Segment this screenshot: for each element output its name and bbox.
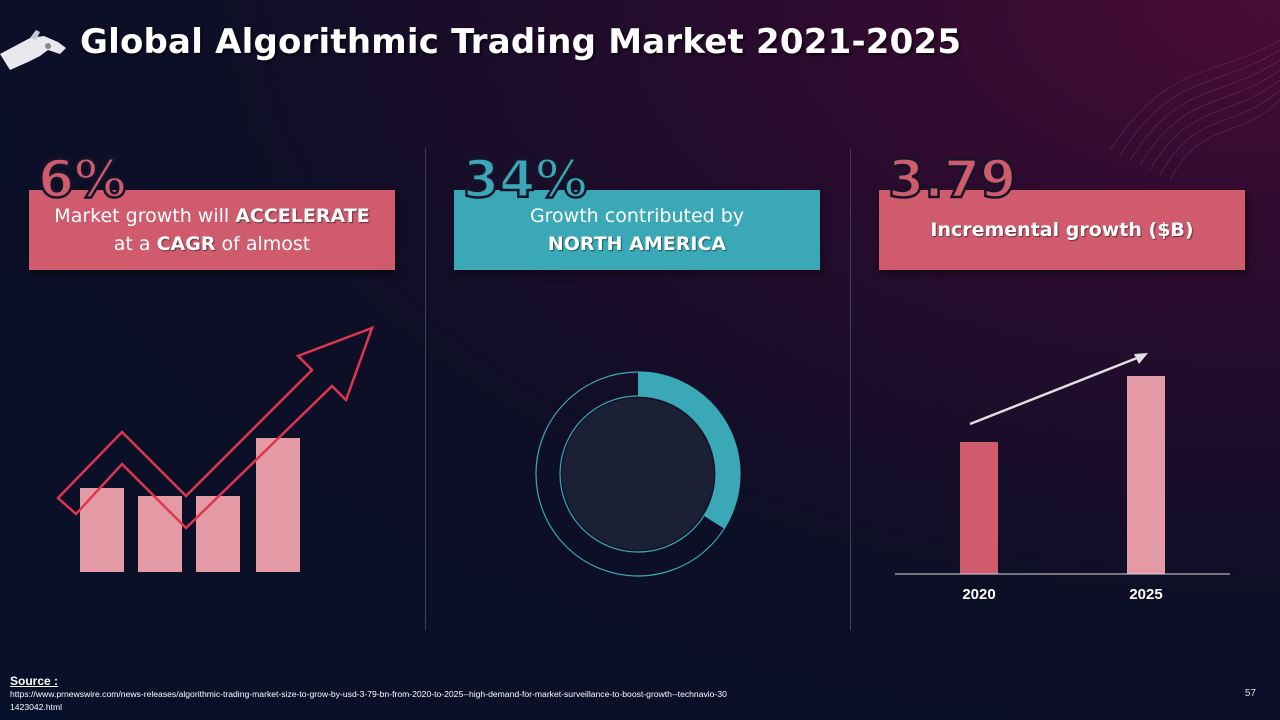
- x-tick-label-2025: 2025: [1129, 586, 1163, 603]
- panel3-card: Incremental growth ($B): [879, 190, 1245, 270]
- panel1-card: Market growth will ACCELERATE at a CAGR …: [29, 190, 395, 270]
- panel2-card: Growth contributed by NORTH AMERICA: [454, 190, 820, 270]
- growth-arrow-icon: [56, 325, 375, 572]
- incremental-growth-bar-chart: [895, 353, 1230, 575]
- page-number: 57: [1244, 688, 1256, 699]
- panel1-big-number: 6%: [37, 149, 128, 212]
- decorative-swirl: [1109, 39, 1280, 181]
- x-tick-label-2020: 2020: [962, 586, 996, 603]
- panel1-line2: at a CAGR of almost: [113, 233, 311, 255]
- trend-arrow-icon: [969, 354, 1143, 426]
- panel2-line1: Growth contributed by: [529, 205, 745, 227]
- page-title: Global Algorithmic Trading Market 2021-2…: [80, 22, 962, 62]
- panel2-big-number: 34%: [462, 149, 589, 212]
- title-row: Global Algorithmic Trading Market 2021-2…: [0, 16, 1280, 76]
- donut-chart-icon: [535, 371, 741, 577]
- source-label: Source :: [10, 674, 59, 688]
- donut-slice-north-america: [638, 372, 740, 529]
- panel3-big-number: 3.79: [887, 149, 1018, 212]
- robot-hand-icon: [0, 30, 66, 70]
- divider-right: [850, 148, 851, 630]
- source-link[interactable]: https://www.prnewswire.com/news-releases…: [10, 689, 727, 712]
- divider-left: [425, 148, 426, 630]
- panel1-line1: Market growth will ACCELERATE: [54, 205, 370, 227]
- bar-2025: [1127, 376, 1165, 574]
- panel2-line2: NORTH AMERICA: [547, 233, 727, 255]
- panel3-label: Incremental growth ($B): [930, 219, 1194, 241]
- trend-arrow-head: [1134, 353, 1148, 364]
- bar-2020: [960, 442, 998, 574]
